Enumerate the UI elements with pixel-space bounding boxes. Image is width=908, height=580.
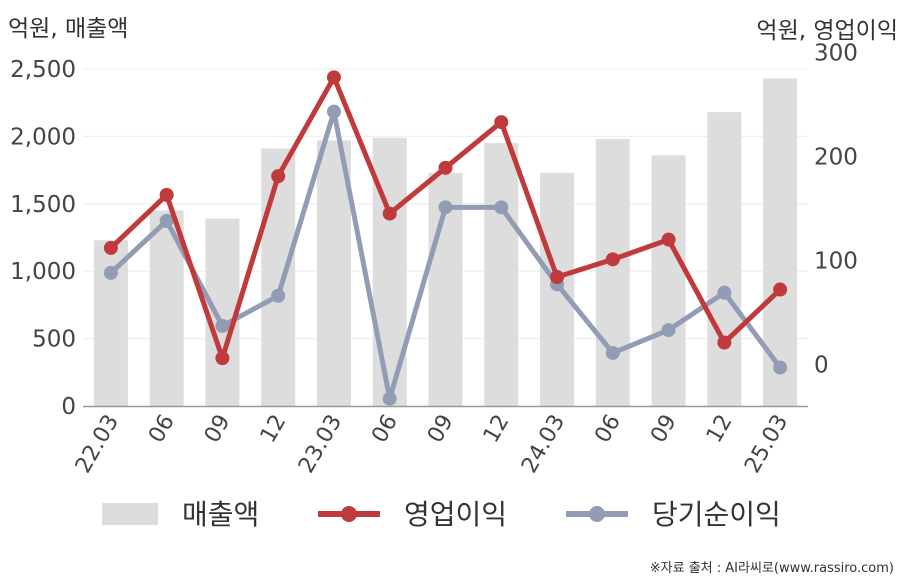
bar	[707, 112, 742, 407]
legend-marker	[341, 506, 357, 522]
data-point	[271, 288, 286, 303]
data-point	[494, 200, 509, 215]
bar-series	[93, 78, 798, 407]
data-point	[159, 213, 174, 228]
x-tick-label: 24.03	[517, 411, 570, 478]
left-tick-label: 2,000	[10, 124, 76, 150]
right-tick-label: 200	[814, 144, 858, 170]
data-point	[103, 265, 118, 280]
legend: 매출액 영업이익 당기순이익	[102, 498, 781, 531]
legend-swatch	[102, 503, 158, 525]
legend-label: 영업이익	[404, 498, 507, 531]
left-tick-labels: 0 500 1,000 1,500 2,000 2,500	[10, 57, 76, 420]
data-point	[717, 285, 732, 300]
x-tick-label: 09	[646, 411, 682, 448]
line-series	[103, 70, 788, 406]
bar	[651, 155, 686, 406]
left-tick-label: 1,500	[10, 192, 76, 218]
data-point	[326, 70, 341, 85]
data-point	[773, 360, 788, 375]
x-tick-label: 12	[479, 411, 515, 448]
x-tick-label: 12	[702, 411, 738, 448]
data-point	[271, 169, 286, 184]
legend-label: 매출액	[182, 498, 259, 531]
data-point	[438, 200, 453, 215]
right-tick-label: 100	[814, 248, 858, 274]
data-point	[215, 351, 230, 366]
x-tick-label: 12	[256, 411, 292, 448]
data-point	[605, 252, 620, 267]
bar	[484, 143, 519, 406]
data-point	[326, 104, 341, 119]
data-point	[494, 115, 509, 130]
bar	[595, 139, 630, 407]
legend-label: 당기순이익	[652, 498, 781, 531]
x-tick-label: 06	[144, 411, 180, 448]
data-point	[438, 160, 453, 175]
data-point	[717, 335, 732, 350]
data-point	[773, 282, 788, 297]
x-tick-label: 09	[423, 411, 459, 448]
bar	[205, 218, 240, 406]
data-point	[550, 270, 565, 285]
data-point	[661, 232, 676, 247]
left-tick-label: 1,000	[10, 259, 76, 285]
data-point	[661, 323, 676, 338]
x-tick-label: 06	[590, 411, 626, 448]
bar	[261, 148, 296, 406]
bar	[316, 140, 351, 407]
right-tick-label: 0	[814, 352, 829, 378]
x-tick-label: 25.03	[740, 411, 793, 478]
x-tick-label: 23.03	[294, 411, 347, 478]
right-tick-labels: 0 100 200 300	[814, 40, 858, 378]
right-tick-label: 300	[814, 40, 858, 66]
data-point	[605, 345, 620, 360]
right-axis-title: 억원, 영업이익	[756, 18, 898, 44]
left-axis-title: 억원, 매출액	[8, 16, 128, 42]
data-point	[382, 391, 397, 406]
x-tick-label: 22.03	[71, 411, 124, 478]
left-tick-label: 2,500	[10, 57, 76, 83]
data-point	[382, 206, 397, 221]
left-tick-label: 0	[61, 394, 76, 420]
bar	[763, 78, 798, 407]
x-tick-label: 06	[367, 411, 403, 448]
data-point	[159, 187, 174, 202]
legend-marker	[589, 506, 605, 522]
left-tick-label: 500	[32, 327, 76, 353]
x-tick-labels: 22.03 06 09 12 23.03 06 09 12 24.03 06 09 12 25.03	[71, 411, 793, 478]
x-tick-label: 09	[200, 411, 236, 448]
data-point	[215, 318, 230, 333]
data-point	[103, 240, 118, 255]
source-note: ※자료 출처 : AI라씨로(www.rassiro.com)	[650, 561, 894, 576]
